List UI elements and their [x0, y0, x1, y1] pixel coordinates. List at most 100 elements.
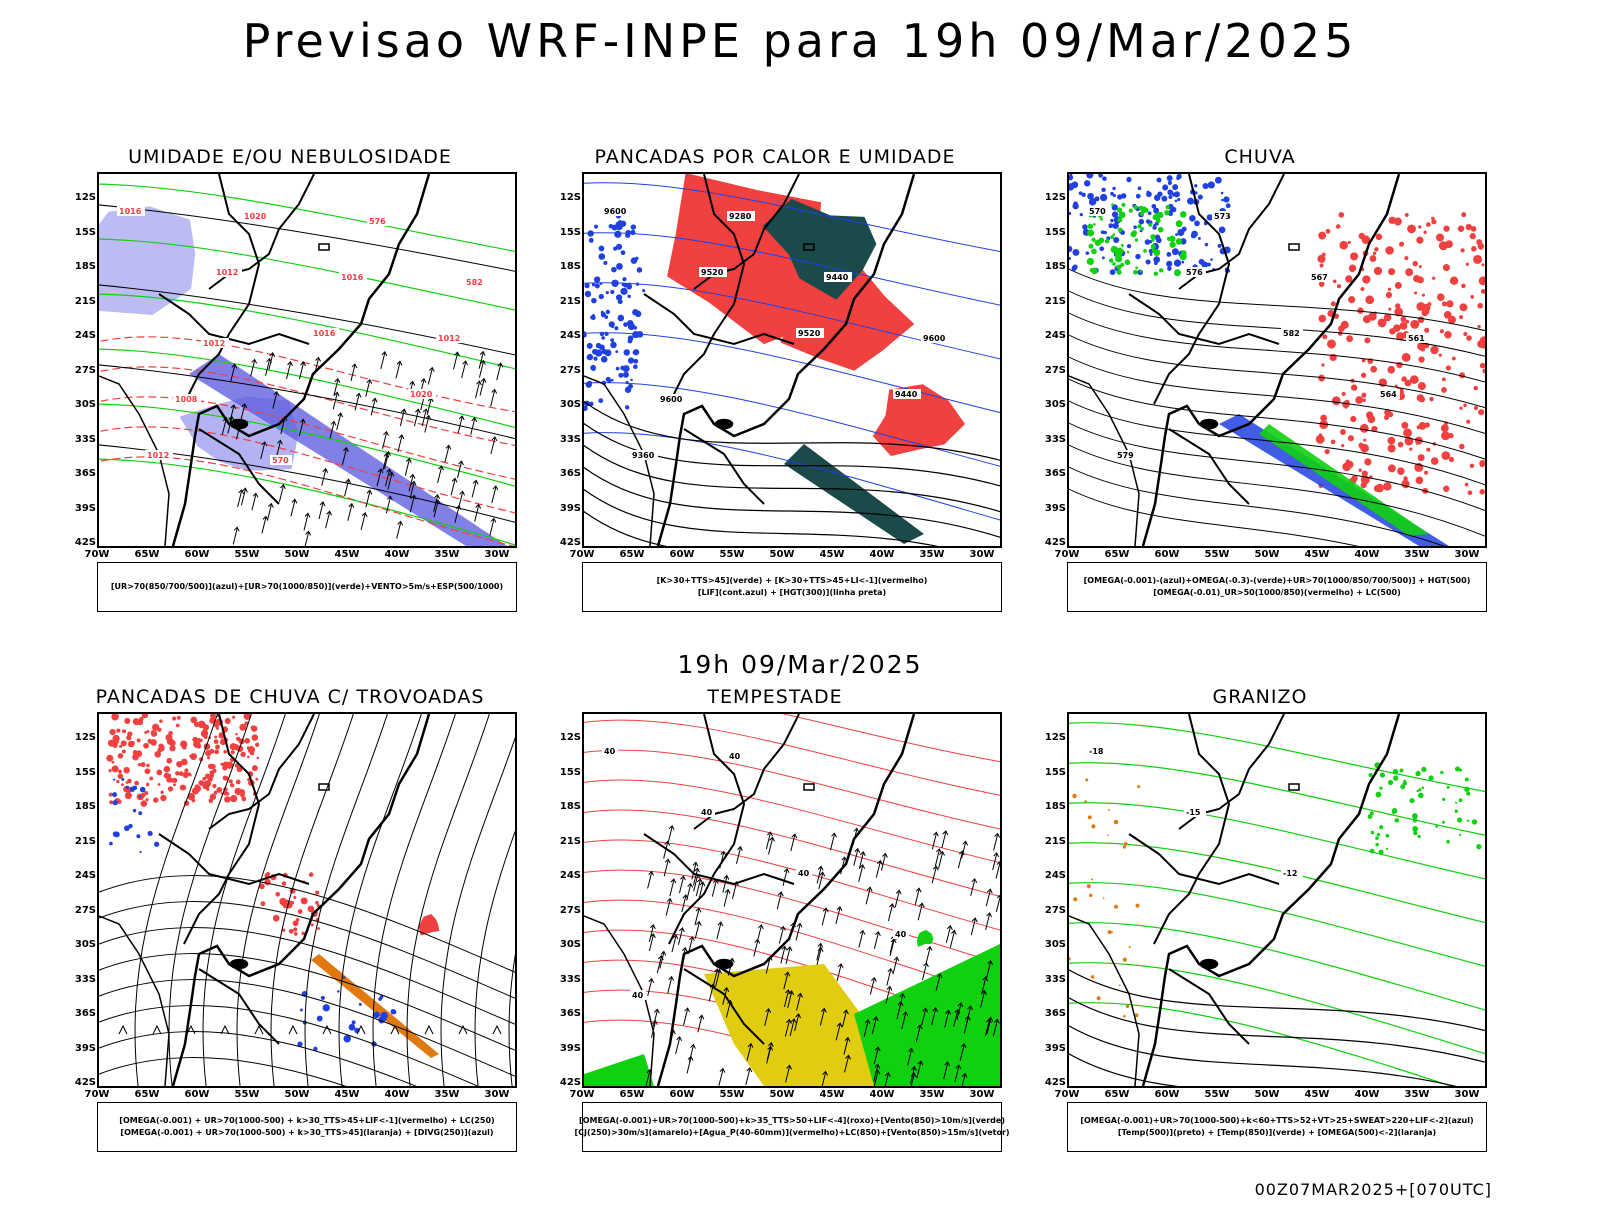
longitude-tick-label: 50W [769, 1089, 795, 1100]
longitude-tick-label: 30W [1454, 549, 1480, 560]
latitude-tick-label: 33S [559, 433, 581, 445]
contour-label: 567 [1311, 273, 1328, 282]
contour-label: 9520 [798, 329, 821, 338]
contour-label: 9440 [826, 273, 849, 282]
latitude-tick-label: 24S [559, 330, 581, 341]
latitude-tick-label: 21S [74, 295, 96, 307]
longitude-tick-label: 60W [1154, 1089, 1180, 1100]
longitude-tick-label: 30W [969, 549, 995, 560]
latitude-tick-label: 15S [74, 226, 96, 238]
latitude-tick-label: 12S [74, 732, 96, 743]
contour-label: 582 [466, 278, 483, 287]
longitude-tick-label: 50W [1254, 1089, 1280, 1100]
latitude-tick-label: 15S [74, 766, 96, 778]
forecast-map: -18 -15 -12 [1067, 712, 1487, 1088]
longitude-tick-label: 55W [719, 549, 745, 560]
country-border [1153, 714, 1231, 945]
country-border [1153, 174, 1231, 405]
hgt-500-contours [1069, 268, 1485, 546]
map-canvas: 1016 1012 1016 1020 1012 1020 1016 1012 1008 570 5… [99, 174, 515, 546]
contour-label: 9600 [660, 395, 683, 404]
contour-label: 1012 [203, 339, 225, 348]
main-title: Previsao WRF-INPE para 19h 09/Mar/2025 [242, 14, 1358, 68]
contour-label: 9600 [604, 207, 627, 216]
legend-line: [K>30+TTS>45](verde) + [K>30+TTS>45+LI<-… [656, 576, 928, 585]
panel-title: UMIDADE E/OU NEBULOSIDADE [128, 146, 452, 168]
latitude-tick-label: 39S [1044, 1042, 1066, 1054]
state-border [208, 714, 315, 830]
country-border [683, 968, 765, 1045]
lagoon [229, 958, 249, 970]
andes-border [584, 915, 655, 1086]
panel-legend: [OMEGA(-0.001)-(azul)+OMEGA(-0.3)-(verde… [1067, 562, 1487, 612]
longitude-tick-label: 30W [484, 1089, 510, 1100]
panel-title: GRANIZO [1212, 686, 1308, 708]
contour-label: 9280 [729, 212, 752, 221]
legend-line: [LIF](cont.azul) + [HGT(300)](linha pret… [697, 588, 887, 597]
longitude-tick-label: 55W [719, 1089, 745, 1100]
latitude-tick-label: 36S [559, 1008, 581, 1019]
legend-line: [CJ(250)>30m/s](amarelo)+[Agua_P(40-60mm… [574, 1128, 1010, 1137]
andes-border [1069, 915, 1140, 1086]
legend-line: [UR>70(850/700/500)](azul)+[UR>70(1000/8… [110, 582, 504, 591]
longitude-tick-label: 50W [284, 549, 310, 560]
latitude-tick-label: 24S [74, 330, 96, 341]
contour-label: 579 [1117, 451, 1134, 460]
atlantic-coast [171, 714, 431, 1086]
country-border [198, 968, 280, 1045]
longitude-tick-label: 45W [334, 1089, 360, 1100]
latitude-tick-label: 42S [74, 1077, 96, 1088]
state-border [1128, 833, 1280, 886]
state-border [158, 833, 310, 886]
longitude-tick-label: 40W [1354, 549, 1380, 560]
contour-label: 9440 [895, 390, 918, 399]
contour-label: 40 [798, 869, 810, 878]
andes-border [99, 375, 170, 546]
divergence-blue [109, 777, 160, 854]
latitude-tick-label: 18S [74, 261, 96, 272]
legend-line: [OMEGA(-0.001) + UR>70(1000-500) + k>30_… [120, 1128, 494, 1137]
latitude-tick-label: 33S [1044, 973, 1066, 985]
longitude-tick-label: 35W [919, 1089, 945, 1100]
longitude-tick-label: 65W [619, 549, 645, 560]
contour-labels: 9600 9520 9520 9440 9360 9280 9440 9600 9600 [602, 206, 949, 460]
latitude-tick-label: 27S [559, 364, 581, 376]
longitude-tick-label: 60W [669, 1089, 695, 1100]
longitude-tick-label: 40W [384, 549, 410, 560]
atlantic-coast [1141, 714, 1401, 1086]
map-canvas: 40 40 40 40 40 40 [584, 714, 1000, 1086]
country-border [683, 428, 765, 505]
contour-labels: 40 40 40 40 40 40 [602, 746, 909, 1000]
longitude-tick-label: 65W [619, 1089, 645, 1100]
rain-red-areas [1315, 212, 1485, 496]
latitude-tick-label: 27S [74, 904, 96, 916]
longitude-tick-label: 45W [819, 549, 845, 560]
country-border [1168, 968, 1250, 1045]
legend-line: [OMEGA(-0.001) + UR>70(1000-500) + k>30_… [119, 1116, 495, 1125]
latitude-tick-label: 36S [1044, 1008, 1066, 1019]
latitude-tick-label: 15S [1044, 766, 1066, 778]
longitude-tick-label: 60W [184, 549, 210, 560]
contour-label: 1016 [119, 207, 142, 216]
contour-label: 9520 [701, 268, 724, 277]
longitude-tick-label: 40W [1354, 1089, 1380, 1100]
atlantic-coast [1141, 174, 1401, 546]
hgt-300-contours [584, 400, 1000, 546]
latitude-tick-label: 39S [559, 1042, 581, 1054]
latitude-tick-label: 42S [559, 1077, 581, 1088]
latitude-tick-label: 12S [559, 732, 581, 743]
federal-district [1288, 783, 1300, 791]
federal-district [803, 243, 815, 251]
andes-border [584, 375, 655, 546]
longitude-tick-label: 35W [919, 549, 945, 560]
forecast-map: 40 40 40 40 40 40 [582, 712, 1002, 1088]
latitude-tick-label: 36S [74, 468, 96, 479]
country-border [183, 714, 261, 945]
omega-green-band [1259, 424, 1429, 536]
longitude-tick-label: 35W [1404, 549, 1430, 560]
omega-green-areas [1086, 202, 1187, 277]
latitude-tick-label: 18S [1044, 261, 1066, 272]
longitude-tick-label: 40W [869, 549, 895, 560]
forecast-map: 570 576 582 564 579 573 567 561 [1067, 172, 1487, 548]
longitude-tick-label: 70W [1054, 549, 1080, 560]
